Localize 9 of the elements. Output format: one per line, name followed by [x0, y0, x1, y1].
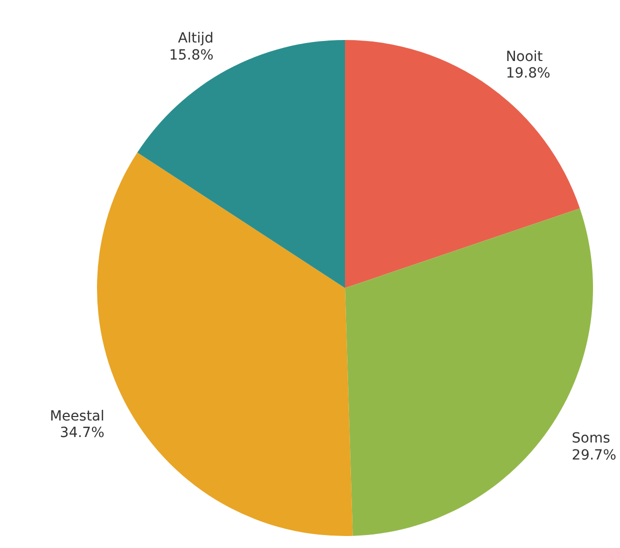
pie-slice [345, 40, 580, 288]
data-label: 19.8% [506, 66, 550, 82]
slice-label: Nooit [506, 48, 544, 65]
slice-label: Meestal [50, 408, 104, 424]
data-label: 15.8% [169, 47, 214, 64]
data-label: 29.7% [572, 447, 616, 464]
slice-label: Soms [572, 430, 610, 446]
slice-label: Altijd [178, 30, 214, 47]
data-label: 34.7% [60, 425, 104, 442]
